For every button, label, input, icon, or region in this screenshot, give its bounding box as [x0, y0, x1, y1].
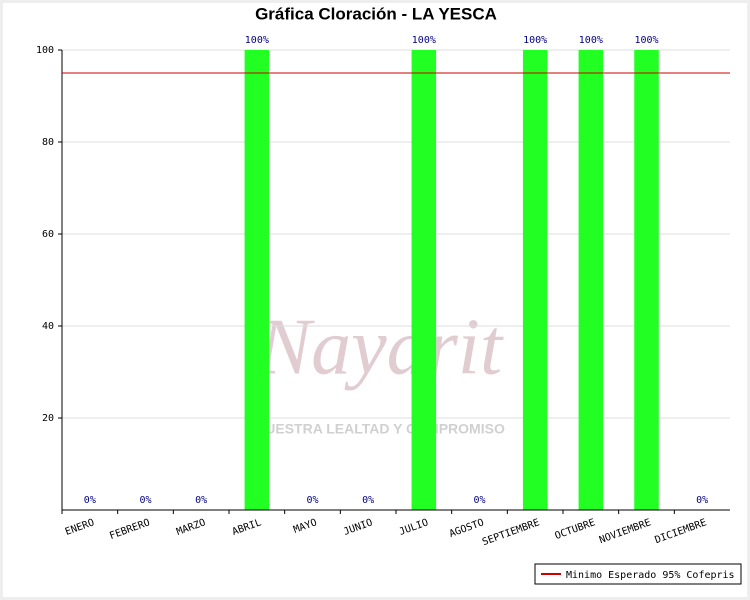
value-label: 0% [139, 495, 151, 506]
y-tick-label: 20 [42, 413, 54, 424]
watermark-motto: NUESTRA LEALTAD Y COMPROMISO [255, 421, 505, 437]
value-label: 0% [362, 495, 374, 506]
value-label: 0% [696, 495, 708, 506]
value-label: 100% [579, 35, 603, 46]
bar [522, 50, 548, 510]
legend-box [534, 563, 742, 585]
plot-area [62, 50, 730, 510]
bar [244, 50, 270, 510]
y-tick-label: 80 [42, 137, 54, 148]
bar [411, 50, 437, 510]
bar [578, 50, 604, 510]
value-label: 0% [195, 495, 207, 506]
y-tick-label: 40 [42, 321, 54, 332]
legend-label: Minimo Esperado 95% Cofepris [566, 570, 735, 581]
value-label: 100% [634, 35, 658, 46]
value-label: 0% [473, 495, 485, 506]
value-label: 100% [245, 35, 269, 46]
watermark-name: Nayarit [257, 303, 504, 391]
value-label: 100% [523, 35, 547, 46]
bar [634, 50, 659, 510]
value-label: 100% [412, 35, 436, 46]
y-tick-label: 60 [42, 229, 54, 240]
value-label: 0% [84, 495, 96, 506]
y-tick-label: 100 [36, 45, 54, 56]
value-label: 0% [306, 495, 318, 506]
chart-title: Gráfica Cloración - LA YESCA [255, 4, 497, 23]
